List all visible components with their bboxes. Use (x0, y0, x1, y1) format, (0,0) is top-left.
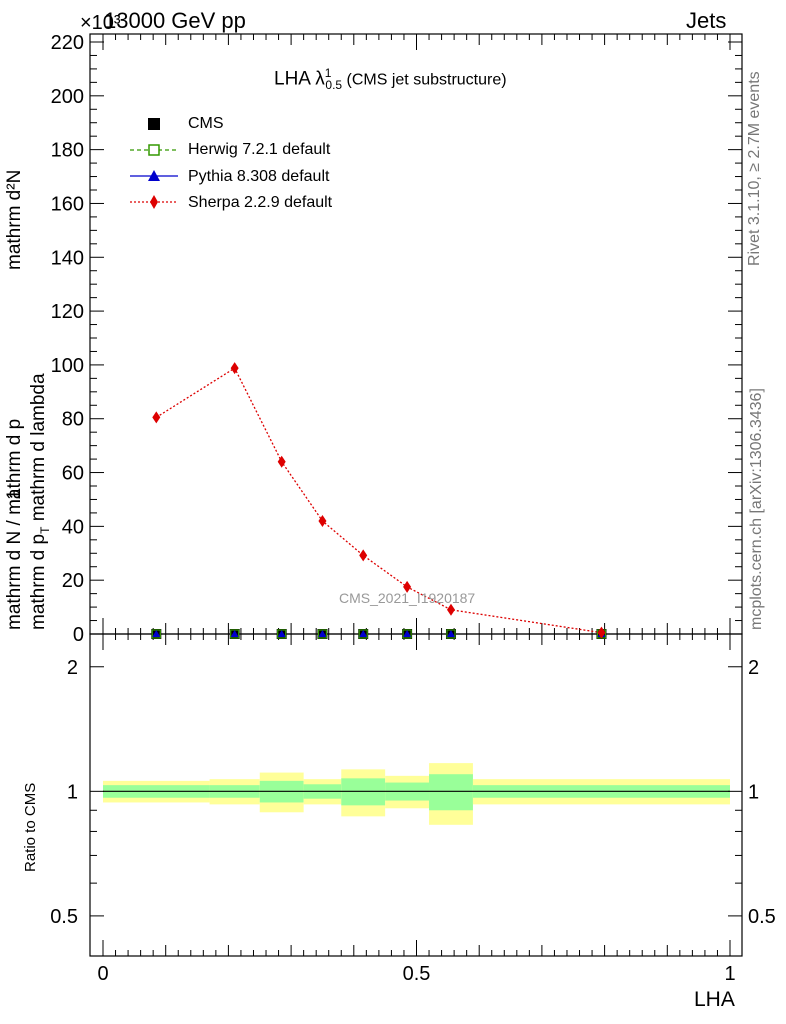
pythia-data-point (446, 630, 455, 637)
mcplots-label: mcplots.cern.ch [arXiv:1306.3436] (748, 388, 765, 630)
y-axis-title-left: mathrm d N / mathrm d p (4, 418, 25, 630)
legend-item-cms: CMS (188, 115, 224, 132)
sherpa-data-point (318, 514, 327, 527)
y-tick-label: 180 (51, 140, 84, 162)
legend-marker-pythia (148, 170, 160, 181)
ratio-y-tick-label: 2 (67, 657, 78, 679)
y-tick-label: 140 (51, 247, 84, 269)
plot-title: LHA λ10.5 (CMS jet substructure) (274, 66, 507, 93)
y-tick-label: 20 (62, 570, 84, 592)
y-axis-title-one: 1 (4, 489, 25, 500)
sherpa-series-line (155, 367, 602, 634)
legend: CMS Herwig 7.2.1 default Pythia 8.308 de… (124, 112, 384, 222)
ratio-stat-band (429, 774, 473, 811)
pythia-data-point (277, 630, 286, 637)
pythia-data-point (403, 630, 412, 637)
ratio-y-axis-title: Ratio to CMS (22, 782, 39, 872)
y-tick-label: 0 (73, 624, 84, 646)
y-tick-label: 220 (51, 32, 84, 54)
series-layer (130, 118, 607, 639)
pythia-data-point (318, 630, 327, 637)
y-axis-title-numerator: mathrm d²N (4, 169, 25, 270)
legend-item-herwig: Herwig 7.2.1 default (188, 141, 331, 158)
pythia-data-point (230, 630, 239, 637)
y-tick-label: 60 (62, 463, 84, 485)
x-tick-label: 1 (724, 963, 735, 985)
sherpa-data-point (277, 455, 286, 468)
y-tick-label: 80 (62, 409, 84, 431)
sherpa-data-point (230, 362, 239, 375)
ratio-y-tick-label: 1 (67, 781, 78, 803)
ratio-uncertainty-bands (103, 763, 730, 825)
pythia-data-point (359, 630, 368, 637)
x-tick-label: 0 (97, 963, 108, 985)
sherpa-data-point (597, 626, 606, 639)
sherpa-data-point (359, 549, 368, 562)
pythia-data-point (152, 630, 161, 637)
y-tick-label: 40 (62, 516, 84, 538)
y-tick-label: 100 (51, 355, 84, 377)
y-axis-title-right: mathrm d pT mathrm d lambda (28, 373, 52, 630)
rivet-version-label: Rivet 3.1.10, ≥ 2.7M events (746, 71, 763, 266)
sherpa-data-point (403, 580, 412, 593)
ratio-y-tick-label: 2 (748, 657, 759, 679)
legend-marker-sherpa (150, 195, 158, 209)
legend-item-pythia: Pythia 8.308 default (188, 168, 330, 185)
y-tick-label: 200 (51, 86, 84, 108)
y-axis-title: mathrm d N / mathrm d p mathrm d pT math… (2, 170, 602, 690)
watermark-label: CMS_2021_I1920187 (339, 590, 476, 606)
legend-marker-herwig (148, 144, 160, 156)
y-tick-label: 120 (51, 301, 84, 323)
y-exponent-label: ×10³ (80, 12, 121, 34)
x-tick-label: 0.5 (403, 963, 431, 985)
sherpa-data-point (446, 603, 455, 616)
legend-item-sherpa: Sherpa 2.2.9 default (188, 194, 333, 211)
ratio-y-tick-label: 0.5 (748, 906, 776, 928)
legend-marker-cms (148, 118, 160, 130)
energy-label: 13000 GeV pp (104, 8, 246, 33)
y-tick-label: 160 (51, 193, 84, 215)
ratio-y-tick-label: 0.5 (50, 906, 78, 928)
x-axis-title: LHA (694, 988, 735, 1011)
process-label: Jets (686, 8, 727, 33)
ratio-y-tick-label: 1 (748, 781, 759, 803)
sherpa-data-point (152, 411, 161, 424)
